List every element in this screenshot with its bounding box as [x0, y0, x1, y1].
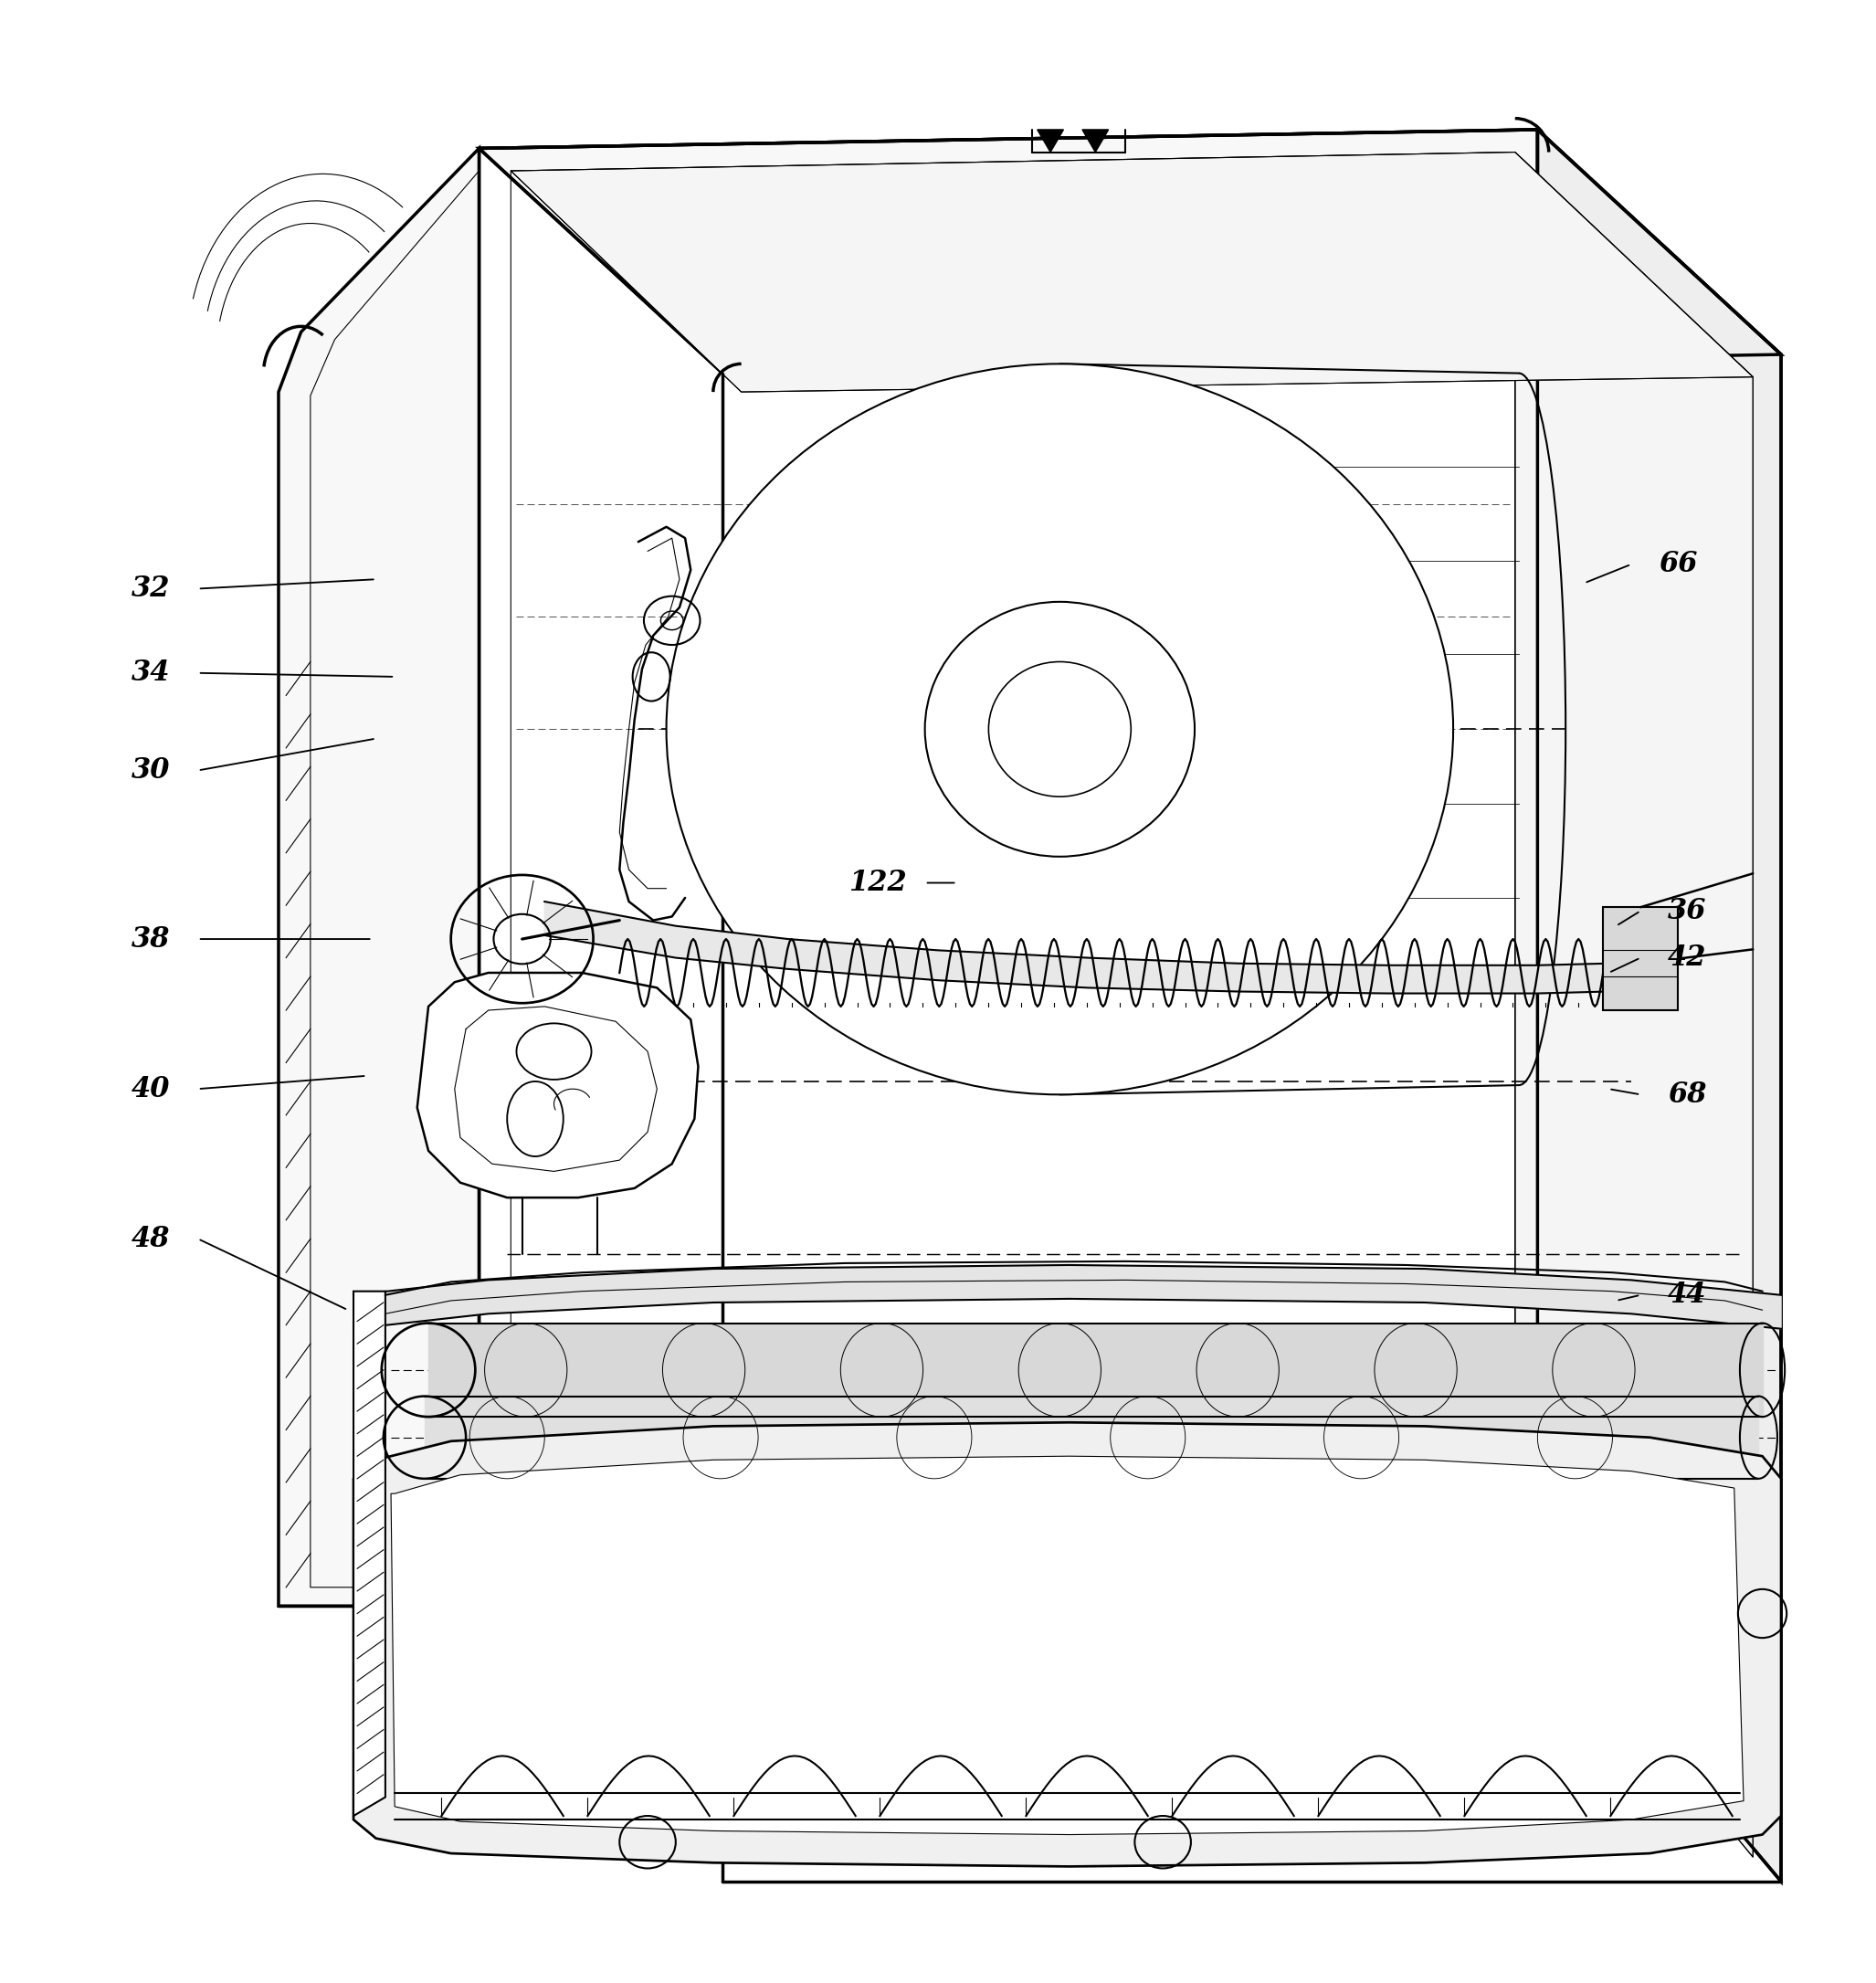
- Polygon shape: [1516, 153, 1752, 1858]
- Text: 122: 122: [850, 869, 908, 896]
- Text: 32: 32: [131, 575, 171, 603]
- Polygon shape: [353, 1291, 385, 1816]
- Text: 36: 36: [1668, 896, 1707, 926]
- Polygon shape: [1538, 129, 1780, 1882]
- Polygon shape: [1604, 906, 1677, 1009]
- Polygon shape: [428, 1323, 1762, 1416]
- Polygon shape: [424, 1396, 1758, 1479]
- Polygon shape: [544, 902, 1610, 993]
- Polygon shape: [478, 129, 1538, 1606]
- Polygon shape: [478, 129, 1780, 373]
- Text: 48: 48: [131, 1225, 171, 1253]
- Text: 42: 42: [1668, 944, 1707, 972]
- Polygon shape: [278, 149, 478, 1606]
- Text: 66: 66: [1658, 549, 1698, 579]
- Text: 38: 38: [131, 924, 171, 954]
- Text: 68: 68: [1668, 1081, 1707, 1108]
- Text: 34: 34: [131, 658, 171, 688]
- Polygon shape: [353, 1422, 1780, 1866]
- Polygon shape: [1082, 129, 1109, 153]
- Text: 30: 30: [131, 756, 171, 785]
- Polygon shape: [1037, 129, 1064, 153]
- Polygon shape: [390, 1456, 1743, 1834]
- Text: 44: 44: [1668, 1281, 1707, 1309]
- Text: 40: 40: [131, 1075, 171, 1103]
- Ellipse shape: [666, 363, 1454, 1095]
- Polygon shape: [416, 974, 698, 1198]
- Polygon shape: [353, 1265, 1780, 1329]
- Polygon shape: [510, 153, 1752, 393]
